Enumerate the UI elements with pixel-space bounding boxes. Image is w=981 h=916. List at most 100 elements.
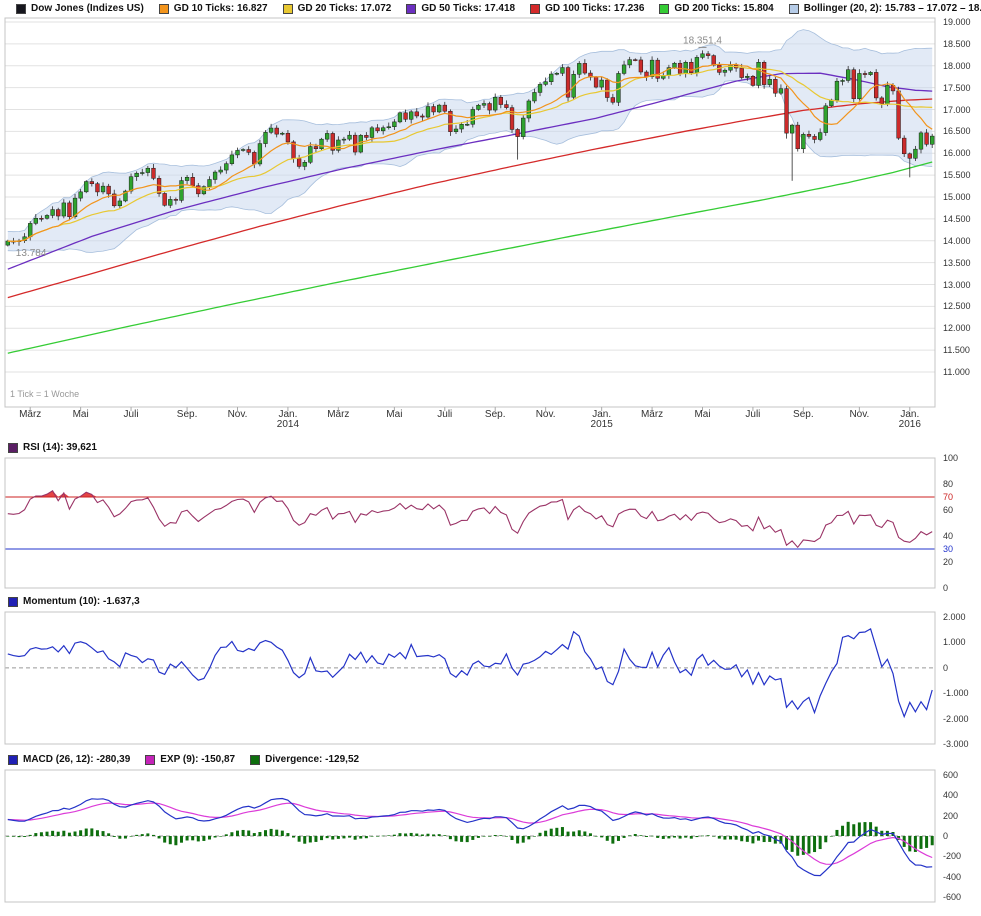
candle-up: [425, 106, 431, 118]
divergence-bar: [493, 834, 497, 836]
x-axis-month-label: Sep.: [793, 409, 814, 420]
bollinger-upper: [7, 29, 933, 233]
legend-label: GD 200 Ticks: 15.804: [674, 3, 774, 14]
candle-down: [89, 181, 94, 184]
macd-legend: MACD (26, 12): -280,39 EXP (9): -150,87 Di…: [8, 754, 359, 765]
candle-down: [56, 209, 61, 217]
legend-swatch: [788, 3, 799, 14]
divergence-bar: [706, 835, 710, 836]
divergence-bar: [157, 836, 161, 839]
macd-plot-border[interactable]: [4, 769, 936, 903]
candle-up: [369, 127, 375, 138]
bollinger-layer: [7, 29, 933, 253]
divergence-bar: [639, 835, 643, 836]
rsi-axis-label: 20: [943, 557, 954, 567]
divergence-bar: [39, 832, 43, 836]
legend-label: GD 20 Ticks: 17.072: [297, 3, 392, 14]
x-axis-month-label: Juli: [437, 409, 453, 420]
divergence-bar: [583, 831, 587, 836]
divergence-bar: [835, 829, 839, 836]
x-axis-month-label: Sep.: [484, 409, 506, 420]
divergence-bar: [656, 836, 660, 838]
legend-swatch: [659, 3, 670, 14]
candle-up: [257, 143, 263, 165]
candle-up: [33, 218, 38, 224]
divergence-bar: [622, 836, 626, 838]
price-axis-label: 16.000: [943, 148, 971, 159]
x-axis-month-label: Jan.: [278, 409, 298, 420]
candle-up: [184, 177, 190, 181]
x-axis-month-label: März: [19, 409, 42, 420]
candle-up: [392, 121, 397, 127]
divergence-bar: [432, 834, 436, 836]
divergence-bar: [381, 835, 385, 837]
divergence-bar: [701, 835, 704, 837]
divergence-bar: [73, 831, 77, 836]
main-plot-border[interactable]: [4, 17, 936, 408]
price-axis-label: 11.500: [943, 345, 970, 356]
divergence-bar: [353, 836, 357, 840]
legend-item: GD 100 Ticks: 17.236: [530, 3, 644, 14]
divergence-bar: [359, 836, 363, 839]
rsi-plot-border[interactable]: [4, 457, 936, 589]
divergence-bar: [191, 836, 195, 841]
candle-up: [140, 172, 145, 174]
candle-up: [722, 69, 728, 73]
candle-up: [44, 215, 50, 219]
gd50-line: [7, 72, 933, 270]
price-annotation: 18.351,4: [683, 35, 722, 46]
x-axis-month-label: März: [640, 409, 664, 420]
divergence-bar: [426, 833, 430, 836]
candle-up: [857, 73, 862, 100]
divergence-bar: [740, 836, 744, 842]
momentum-plot-border[interactable]: [4, 611, 936, 745]
divergence-bar: [28, 834, 32, 836]
divergence-bar: [95, 830, 99, 836]
divergence-bar: [303, 836, 307, 844]
candle-down: [588, 72, 593, 78]
legend-label: Momentum (10): -1.637,3: [23, 596, 140, 607]
divergence-bar: [90, 828, 94, 836]
divergence-bar: [594, 836, 598, 837]
candle-down: [689, 62, 694, 73]
divergence-bar: [398, 833, 402, 836]
divergence-bar: [404, 833, 408, 836]
candle-down: [773, 79, 778, 94]
candle-up: [756, 62, 761, 86]
divergence-bar: [297, 836, 301, 842]
candle-up: [745, 76, 750, 78]
divergence-bar: [247, 830, 251, 836]
candle-up: [78, 191, 83, 199]
candle-down: [95, 183, 100, 193]
candle-up: [532, 92, 537, 102]
rsi-axis-label: 0: [943, 583, 949, 593]
candle-down: [896, 90, 901, 139]
candle-down: [246, 149, 251, 153]
divergence-bar: [185, 836, 189, 841]
divergence-bar: [202, 836, 206, 841]
candle-up: [123, 190, 128, 202]
candle-down: [879, 97, 884, 105]
candle-up: [913, 148, 918, 159]
candle-down: [420, 115, 425, 118]
candle-up: [179, 180, 184, 201]
divergence-bar: [930, 836, 934, 846]
divergence-bar: [84, 828, 88, 836]
candle-up: [577, 63, 582, 75]
candle-up: [240, 149, 246, 151]
divergence-bar: [818, 836, 822, 850]
divergence-bar: [62, 830, 66, 836]
gd100-line: [7, 98, 933, 299]
legend-label: GD 10 Ticks: 16.827: [173, 3, 268, 14]
legend-label: MACD (26, 12): -280,39: [23, 754, 131, 765]
candle-down: [39, 218, 44, 220]
divergence-bar: [275, 829, 279, 836]
candle-down: [442, 104, 447, 112]
divergence-bar: [196, 836, 200, 842]
legend-swatch: [406, 3, 417, 14]
candle-down: [285, 132, 291, 143]
divergence-bar: [179, 836, 183, 843]
divergence-bar: [118, 836, 122, 839]
